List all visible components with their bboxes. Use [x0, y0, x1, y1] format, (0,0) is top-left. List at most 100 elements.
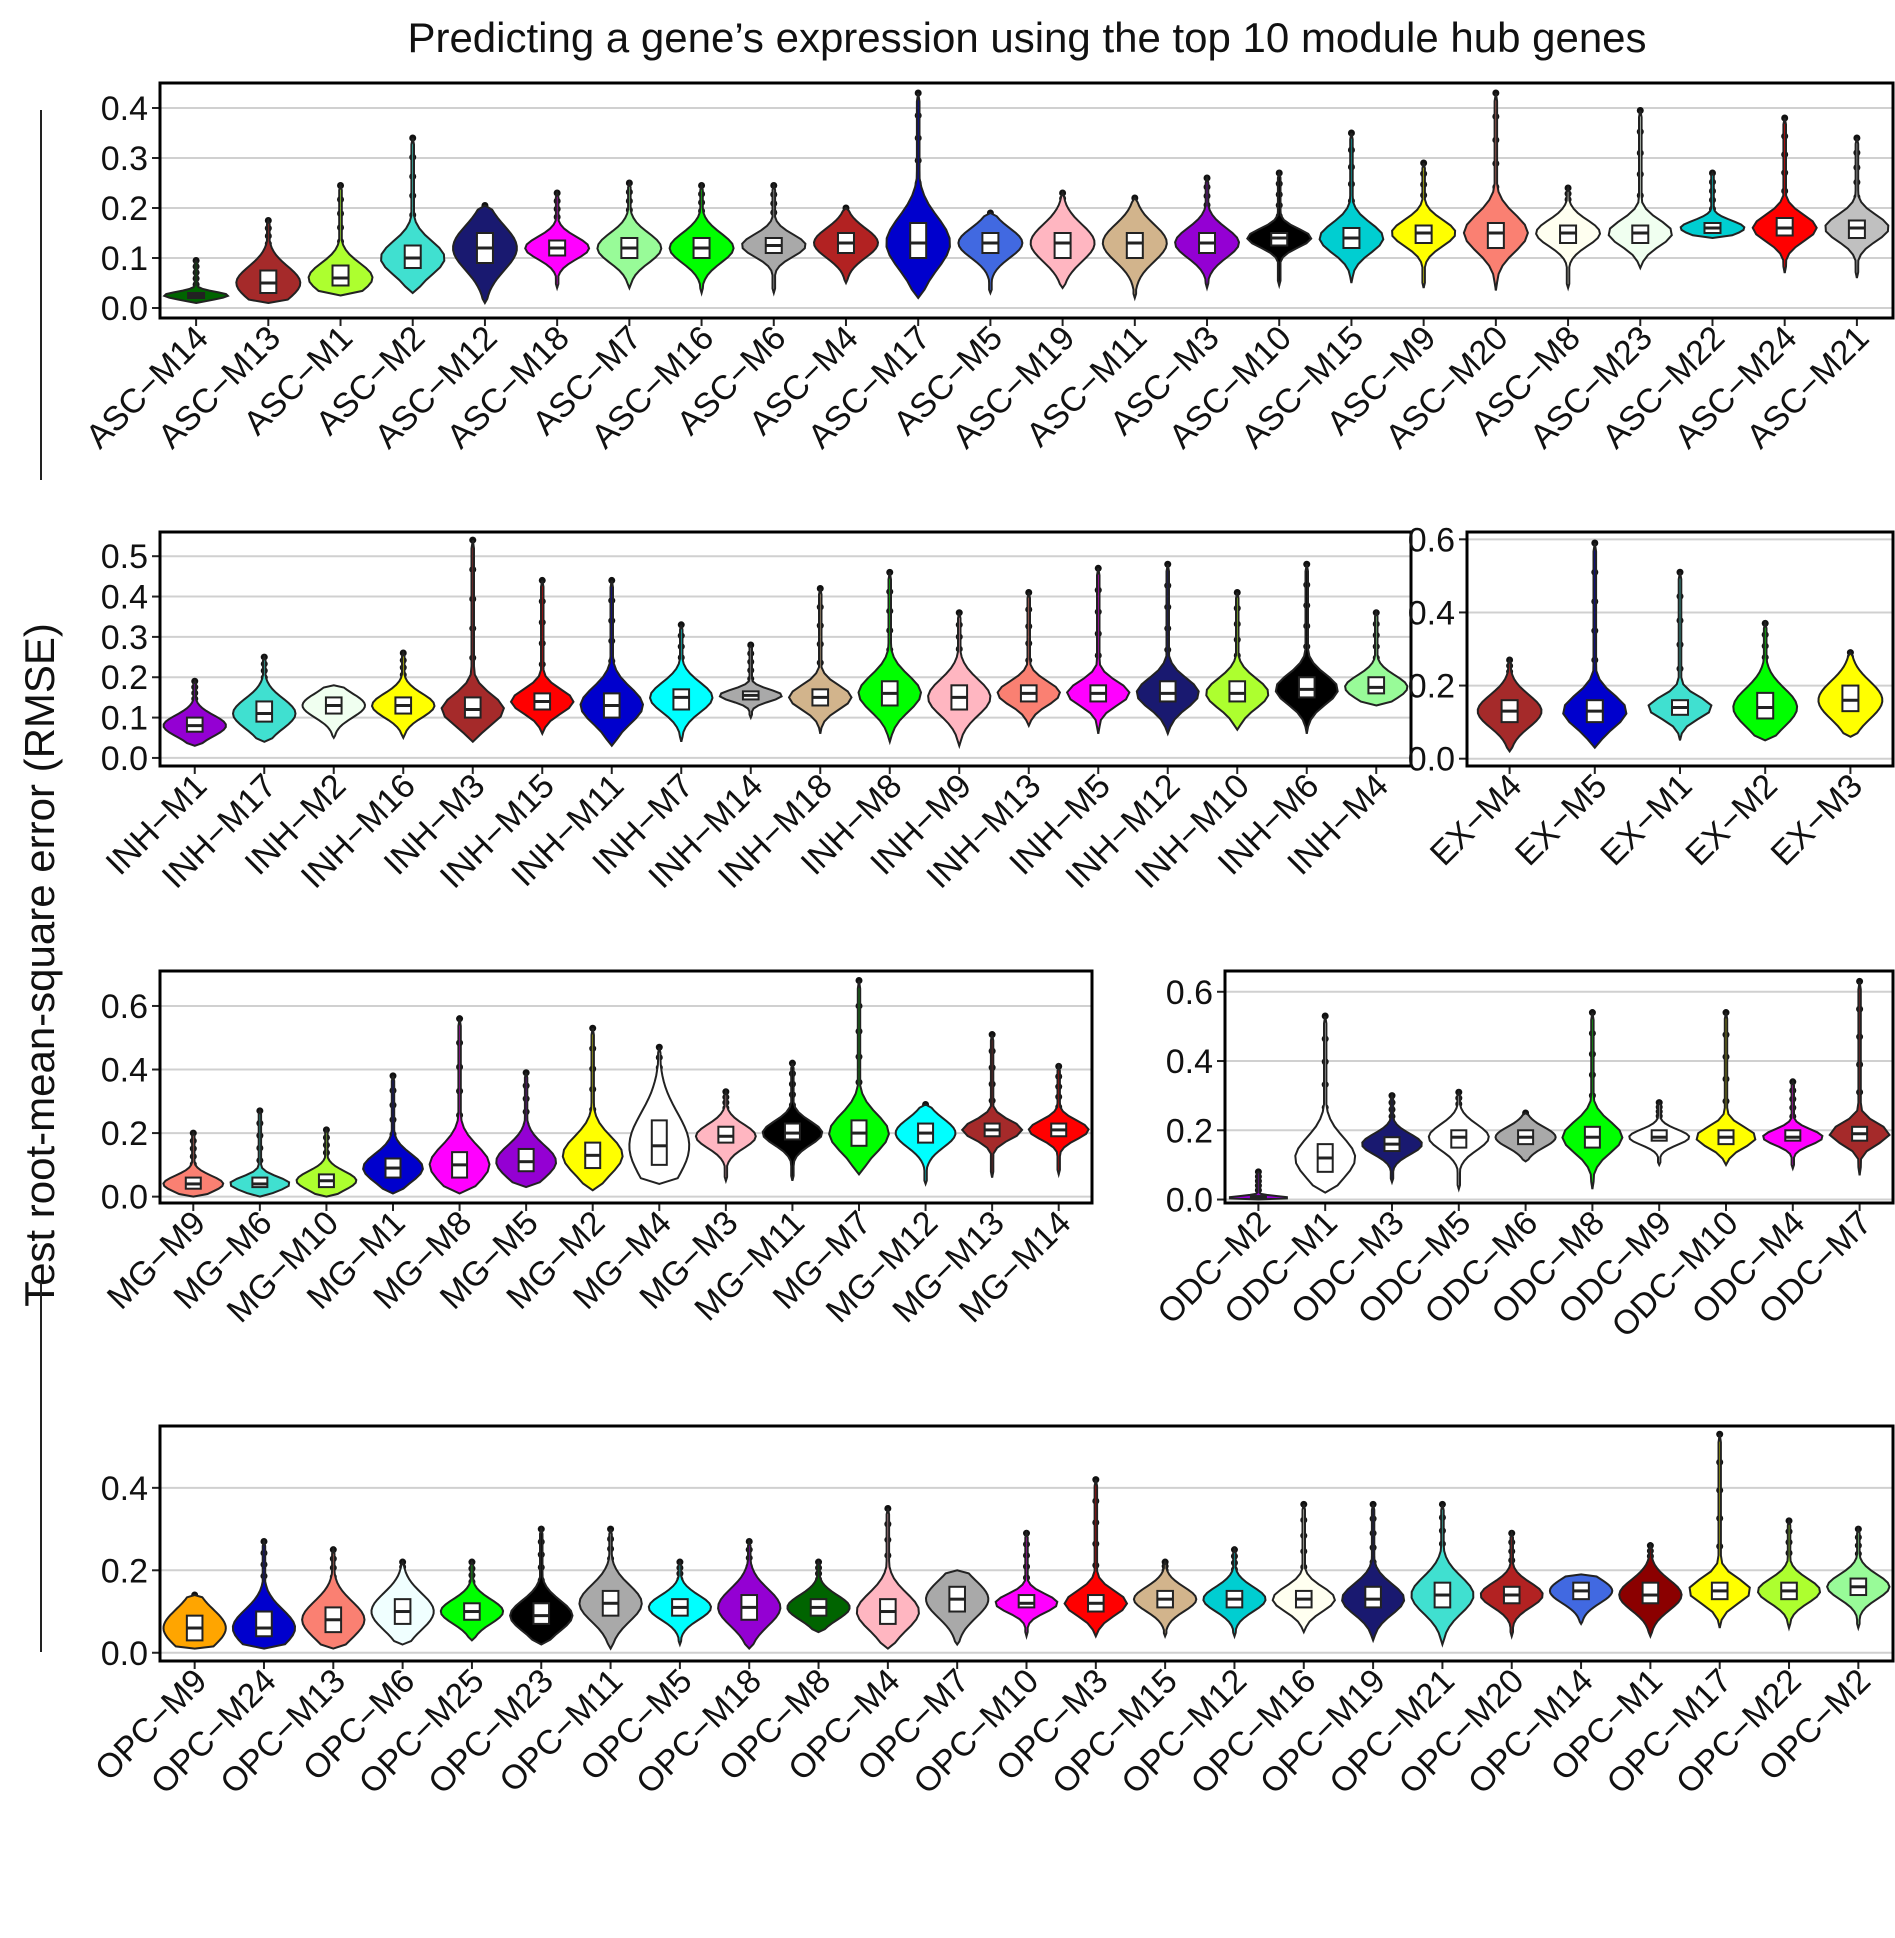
box: [1650, 1129, 1668, 1142]
violin-ASC−M17: [885, 92, 951, 300]
violin-ASC−M23: [1607, 110, 1673, 271]
y-tick-label: 0.3: [101, 619, 148, 657]
box: [255, 1610, 273, 1638]
figure-title: Predicting a gene’s expression using the…: [407, 14, 1647, 61]
violin-MG−M4: [628, 1047, 691, 1185]
violin-INH−M18: [787, 588, 853, 734]
y-tick-label: 0.2: [101, 659, 148, 697]
plot-frame: [1465, 530, 1895, 768]
plot-frame: [158, 530, 1413, 768]
y-tick-label: 0.0: [101, 290, 148, 328]
violin-ASC−M20: [1462, 92, 1529, 291]
violin-INH−M8: [857, 572, 923, 746]
box: [1364, 1585, 1382, 1609]
violin-OPC−M19: [1341, 1504, 1406, 1644]
violin-ASC−M13: [235, 217, 302, 305]
violin-INH−M6: [1274, 564, 1339, 734]
violin-INH−M9: [927, 612, 992, 750]
y-tick-label: 0.6: [1408, 521, 1455, 559]
violin-ODC−M4: [1762, 1078, 1824, 1172]
violin-ODC−M7: [1828, 981, 1891, 1176]
y-tick-label: 0.4: [101, 1470, 148, 1508]
violin-ASC−M21: [1824, 137, 1890, 279]
box: [517, 1147, 535, 1173]
y-tick-label: 0.0: [101, 1179, 148, 1217]
violin-MG−M6: [229, 1107, 291, 1198]
violin-MG−M5: [495, 1072, 558, 1189]
panel-odc: 0.00.20.40.6ODC−M2ODC−M1ODC−M3ODC−M5ODC−…: [1150, 969, 1895, 1345]
box: [1297, 676, 1316, 699]
box: [532, 1602, 551, 1625]
violin-INH−M15: [509, 580, 575, 737]
plot-frame: [158, 969, 1094, 1205]
box: [255, 700, 274, 723]
box: [672, 688, 691, 711]
y-tick-label: 0.2: [101, 1115, 148, 1153]
violin-OPC−M16: [1271, 1504, 1337, 1635]
y-tick-label: 0.3: [101, 140, 148, 178]
violin-EX−M2: [1732, 619, 1799, 742]
y-tick-label: 0.4: [101, 1052, 148, 1090]
y-tick-label: 0.4: [1166, 1043, 1213, 1081]
violin-INH−M12: [1135, 564, 1200, 737]
violin-MG−M11: [761, 1062, 824, 1182]
box: [331, 264, 350, 287]
violin-ASC−M10: [1246, 169, 1313, 290]
violin-MG−M12: [894, 1103, 957, 1187]
y-tick-label: 0.0: [1166, 1182, 1213, 1220]
y-tick-label: 0.0: [101, 740, 148, 778]
box: [1228, 680, 1247, 703]
violin-INH−M17: [231, 654, 297, 743]
y-tick-label: 0.0: [1408, 741, 1455, 779]
y-tick-label: 0.1: [101, 240, 148, 278]
violin-OPC−M24: [231, 1537, 297, 1650]
plot-frame: [1223, 969, 1895, 1205]
box: [1053, 232, 1072, 259]
x-tick-label: EX−M1: [1593, 767, 1699, 873]
y-tick-label: 0.4: [1408, 594, 1455, 632]
box: [1641, 1581, 1660, 1605]
y-tick-label: 0.4: [101, 90, 148, 128]
violin-ASC−M1: [307, 181, 374, 297]
violin-MG−M2: [561, 1028, 624, 1192]
violin-INH−M5: [1065, 568, 1131, 734]
y-tick-label: 0.2: [1166, 1112, 1213, 1150]
y-tick-label: 0.1: [101, 700, 148, 738]
box: [1017, 1594, 1036, 1609]
violin-OPC−M20: [1479, 1529, 1544, 1640]
box: [1756, 691, 1775, 720]
y-tick-label: 0.6: [1166, 974, 1213, 1012]
violin-OPC−M10: [994, 1529, 1059, 1641]
violin-INH−M3: [440, 539, 506, 744]
panel-asc: 0.00.10.20.30.4ASC−M14ASC−M13ASC−M1ASC−M…: [79, 81, 1895, 456]
violin-OPC−M13: [301, 1546, 366, 1650]
violin-INH−M1: [162, 678, 227, 747]
violin-MG−M7: [828, 980, 890, 1177]
panel-inh: 0.00.10.20.30.40.5INH−M1INH−M17INH−M2INH…: [99, 530, 1413, 896]
violin-INH−M10: [1205, 592, 1270, 732]
panel-opc: 0.00.20.4OPC−M9OPC−M24OPC−M13OPC−M6OPC−M…: [88, 1424, 1895, 1802]
x-tick-label: EX−M5: [1508, 767, 1614, 873]
violin-OPC−M3: [1063, 1479, 1129, 1639]
box: [251, 1176, 269, 1189]
panel-mg: 0.00.20.40.6MG−M9MG−M6MG−M10MG−M1MG−M8MG…: [100, 969, 1094, 1330]
violin-OPC−M4: [855, 1508, 920, 1650]
y-tick-label: 0.2: [101, 1552, 148, 1590]
violin-MG−M1: [362, 1075, 424, 1195]
box: [1158, 680, 1177, 703]
plot-frame: [158, 1424, 1895, 1663]
y-tick-label: 0.6: [101, 988, 148, 1026]
violin-OPC−M25: [439, 1559, 505, 1642]
y-tick-label: 0.0: [101, 1635, 148, 1673]
violin-MG−M10: [295, 1127, 358, 1198]
violin-OPC−M11: [578, 1528, 643, 1651]
violin-ODC−M1: [1294, 1015, 1357, 1194]
violin-ODC−M10: [1695, 1012, 1757, 1168]
violin-INH−M7: [648, 624, 714, 743]
violin-ODC−M8: [1561, 1012, 1624, 1190]
y-label-bracket-top: [40, 110, 42, 480]
y-tick-label: 0.2: [101, 190, 148, 228]
box: [1841, 684, 1860, 713]
violin-OPC−M23: [509, 1525, 574, 1646]
